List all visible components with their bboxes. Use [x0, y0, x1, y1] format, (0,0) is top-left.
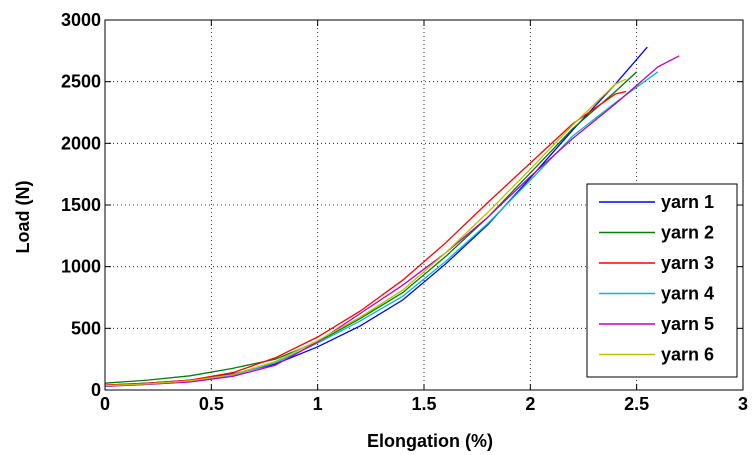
- series-line-yarn-1: [104, 46, 648, 386]
- axis-ticks: 0 0.5 1 1.5 2 2.5 3 0 500 1000 1500 2000 2500 3000: [61, 10, 748, 414]
- x-tick-label: 1.5: [411, 394, 436, 414]
- y-axis-title: Load (N): [13, 181, 33, 254]
- x-tick-label: 0: [100, 394, 110, 414]
- x-tick-label: 2.5: [624, 394, 649, 414]
- y-tick-label: 2500: [61, 72, 101, 92]
- legend-label: yarn 6: [661, 345, 714, 365]
- series-line-yarn-5: [104, 55, 680, 387]
- x-tick-label: 2: [525, 394, 535, 414]
- legend: yarn 1 yarn 2 yarn 3 yarn 4 yarn 5 yarn 6: [586, 183, 738, 378]
- x-tick-label: 3: [738, 394, 748, 414]
- legend-box: [586, 183, 738, 378]
- x-tick-label: 0.5: [199, 394, 224, 414]
- y-tick-label: 500: [71, 318, 101, 338]
- x-tick-label: 1: [313, 394, 323, 414]
- legend-label: yarn 5: [661, 314, 714, 334]
- legend-label: yarn 4: [661, 284, 714, 304]
- series-lines: [104, 46, 680, 387]
- series-line-yarn-6: [104, 78, 627, 387]
- y-tick-label: 1500: [61, 195, 101, 215]
- y-tick-label: 3000: [61, 10, 101, 30]
- y-tick-label: 0: [91, 380, 101, 400]
- legend-label: yarn 1: [661, 192, 714, 212]
- series-line-yarn-3: [104, 90, 627, 386]
- legend-label: yarn 3: [661, 253, 714, 273]
- series-line-yarn-4: [104, 71, 659, 387]
- y-tick-label: 1000: [61, 257, 101, 277]
- y-tick-label: 2000: [61, 133, 101, 153]
- series-line-yarn-2: [104, 71, 638, 384]
- x-axis-title: Elongation (%): [367, 431, 493, 451]
- legend-label: yarn 2: [661, 223, 714, 243]
